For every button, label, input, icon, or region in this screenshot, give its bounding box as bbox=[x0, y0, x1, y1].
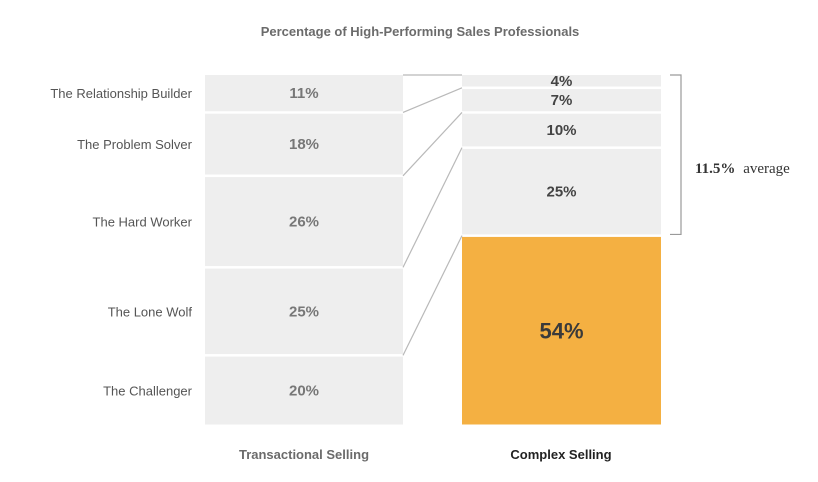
value-label-transactional: 25% bbox=[289, 303, 319, 320]
bar-segment-complex bbox=[462, 89, 661, 112]
connector-line bbox=[402, 112, 463, 177]
value-label-complex: 54% bbox=[539, 319, 583, 344]
connector-line bbox=[402, 147, 463, 268]
average-bracket bbox=[670, 74, 682, 236]
value-label-complex: 10% bbox=[546, 122, 576, 139]
bar-segment-transactional bbox=[205, 177, 403, 267]
bar-segment-complex bbox=[462, 113, 661, 147]
average-annotation: 11.5% average bbox=[695, 161, 790, 177]
value-label-complex: 7% bbox=[551, 92, 573, 109]
average-text: average bbox=[743, 161, 790, 177]
value-label-complex: 25% bbox=[546, 184, 576, 201]
bar-segment-complex bbox=[462, 148, 661, 235]
chart-title: Percentage of High-Performing Sales Prof… bbox=[261, 24, 580, 39]
bar-segment-complex-highlight bbox=[462, 236, 661, 425]
connector-line bbox=[402, 235, 463, 356]
value-label-transactional: 20% bbox=[289, 383, 319, 400]
value-label-transactional: 11% bbox=[289, 85, 318, 102]
connector-lines bbox=[402, 74, 463, 356]
x-label-complex: Complex Selling bbox=[510, 447, 611, 462]
connector-line bbox=[402, 87, 463, 114]
category-label: The Challenger bbox=[103, 384, 193, 399]
bar-segment-complex bbox=[462, 75, 661, 87]
category-label: The Problem Solver bbox=[77, 137, 193, 152]
value-label-transactional: 26% bbox=[289, 214, 319, 231]
value-label-complex: 4% bbox=[551, 73, 573, 90]
bar-segment-transactional bbox=[205, 268, 403, 355]
complex-bar: 4% 7% 10% 25% 54% bbox=[462, 73, 661, 425]
category-label: The Relationship Builder bbox=[50, 86, 192, 101]
category-label: The Lone Wolf bbox=[108, 304, 193, 319]
average-value: 11.5% bbox=[695, 161, 735, 177]
bar-segment-transactional bbox=[205, 113, 403, 175]
transactional-bar: 11% 18% 26% 25% 20% bbox=[205, 75, 403, 425]
value-label-transactional: 18% bbox=[289, 136, 319, 153]
category-label: The Hard Worker bbox=[93, 215, 193, 230]
x-label-transactional: Transactional Selling bbox=[239, 447, 369, 462]
bar-segment-transactional bbox=[205, 356, 403, 425]
category-labels: The Relationship Builder The Problem Solv… bbox=[50, 86, 192, 398]
bar-segment-transactional bbox=[205, 75, 403, 112]
